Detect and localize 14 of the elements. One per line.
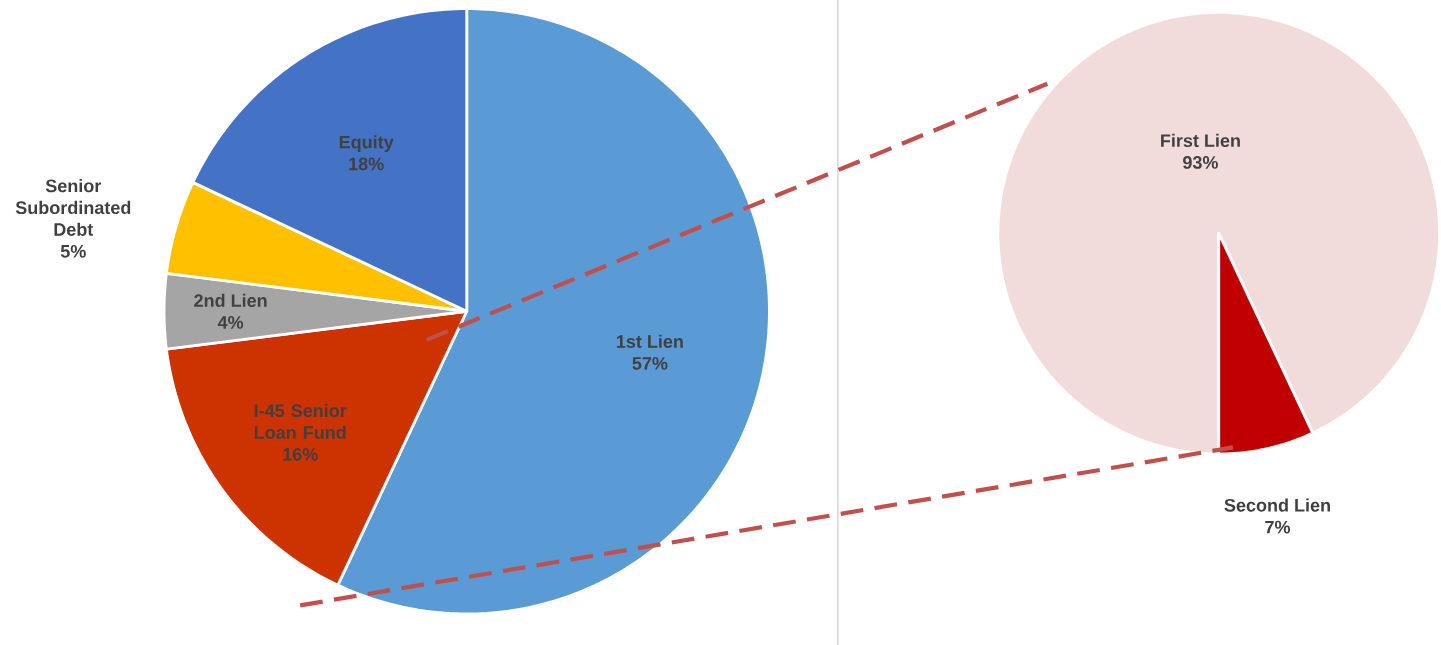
data-label: 5%	[60, 244, 86, 258]
data-label: 16%	[283, 447, 318, 461]
slice-label: I-45 Senior Loan Fund	[254, 403, 347, 439]
slice-label: 1st Lien	[616, 334, 683, 348]
data-label: 93%	[1183, 155, 1218, 169]
data-label: 18%	[349, 157, 384, 171]
data-label: 57%	[632, 356, 668, 370]
slice-label: Senior Subordinated Debt	[15, 178, 131, 236]
slice-label: First Lien	[1161, 133, 1240, 147]
slice-label: 2nd Lien	[194, 293, 267, 307]
slice-label: Second Lien	[1224, 498, 1330, 512]
data-label: 4%	[217, 315, 244, 329]
data-label: 7%	[1265, 520, 1291, 534]
slice-label: Equity	[339, 135, 394, 152]
